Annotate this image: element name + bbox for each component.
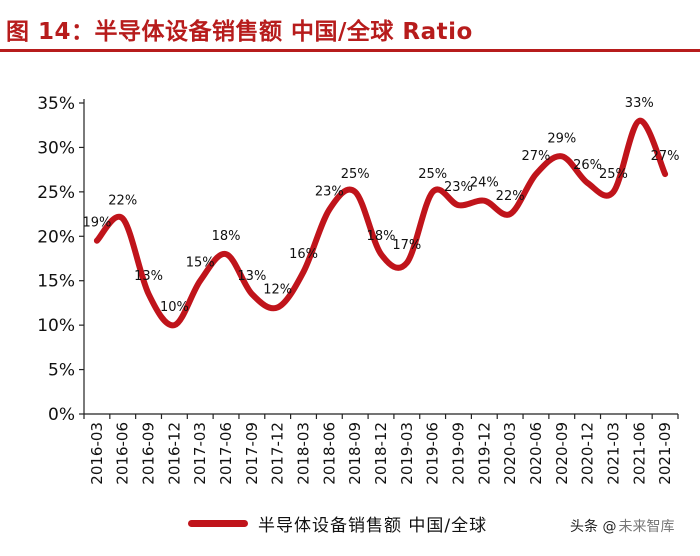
series-line-group xyxy=(93,117,669,329)
series-line xyxy=(93,117,669,329)
x-tick-label: 2016-09 xyxy=(140,422,158,485)
data-label: 12% xyxy=(263,282,292,297)
x-tick-label: 2017-12 xyxy=(269,422,287,485)
data-label: 18% xyxy=(367,229,396,244)
x-tick-label: 2017-06 xyxy=(217,422,235,485)
watermark-prefix: 头条 @ xyxy=(570,519,617,535)
x-tick-label: 2020-09 xyxy=(553,422,571,485)
x-tick-label: 2021-03 xyxy=(604,422,622,485)
x-tick-label: 2016-06 xyxy=(114,422,132,485)
data-label: 18% xyxy=(212,229,241,244)
y-tick-label: 0% xyxy=(48,405,75,425)
data-label: 23% xyxy=(444,180,473,195)
x-tick-label: 2018-06 xyxy=(320,422,338,485)
y-tick-label: 10% xyxy=(37,316,75,336)
data-label: 27% xyxy=(522,149,551,164)
x-tick-label: 2019-06 xyxy=(424,422,442,485)
data-label: 16% xyxy=(289,247,318,262)
y-tick-label: 15% xyxy=(37,272,75,292)
legend-label: 半导体设备销售额 中国/全球 xyxy=(258,515,488,536)
x-tick-label: 2018-09 xyxy=(346,422,364,485)
data-label: 22% xyxy=(108,194,137,209)
x-tick-label: 2017-03 xyxy=(191,422,209,485)
x-tick-label: 2019-09 xyxy=(449,422,467,485)
data-label: 17% xyxy=(392,238,421,253)
x-tick-label: 2018-03 xyxy=(295,422,313,485)
chart-title: 图 14：半导体设备销售额 中国/全球 Ratio xyxy=(6,19,473,45)
x-tick-label: 2020-12 xyxy=(579,422,597,485)
data-label: 13% xyxy=(134,269,163,284)
data-label: 23% xyxy=(315,185,344,200)
data-labels: 19%22%13%10%15%18%13%12%16%23%25%18%17%2… xyxy=(82,96,679,315)
data-label: 22% xyxy=(496,189,525,204)
x-tick-label: 2018-12 xyxy=(372,422,390,485)
x-tick-label: 2019-12 xyxy=(475,422,493,485)
x-tick-label: 2016-12 xyxy=(165,422,183,485)
y-tick-label: 30% xyxy=(37,138,75,158)
x-tick-label: 2021-06 xyxy=(630,422,648,485)
y-tick-label: 25% xyxy=(37,183,75,203)
x-tick-label: 2021-09 xyxy=(656,422,674,485)
data-label: 27% xyxy=(651,149,680,164)
data-label: 33% xyxy=(625,96,654,111)
x-tick-label: 2016-03 xyxy=(88,422,106,485)
watermark-brand: 未来智库 xyxy=(618,519,675,535)
watermark: 头条 @ 未来智库 xyxy=(570,516,674,536)
data-label: 25% xyxy=(599,167,628,182)
data-label: 25% xyxy=(418,167,447,182)
x-tick-label: 2020-06 xyxy=(527,422,545,485)
x-axis: 2016-03 2016-06 2016-09 2016-12 2017-03 2017-… xyxy=(83,413,679,485)
legend-line-swatch xyxy=(188,519,248,527)
data-label: 13% xyxy=(237,269,266,284)
data-label: 10% xyxy=(160,300,189,315)
x-tick-label: 2017-09 xyxy=(243,422,261,485)
data-label: 15% xyxy=(186,256,215,271)
data-label: 26% xyxy=(573,158,602,173)
x-tick-label: 2020-03 xyxy=(501,422,519,485)
y-tick-label: 5% xyxy=(48,361,75,381)
data-label: 25% xyxy=(341,167,370,182)
y-axis: 0% 5% 10% 15% 20% 25% 30% 35% xyxy=(37,94,85,425)
legend: 半导体设备销售额 中国/全球 xyxy=(188,510,487,536)
y-tick-label: 35% xyxy=(37,94,75,114)
data-label: 19% xyxy=(82,216,111,231)
data-label: 24% xyxy=(470,176,499,191)
y-tick-label: 20% xyxy=(37,227,75,247)
title-bar: 图 14：半导体设备销售额 中国/全球 Ratio xyxy=(0,0,700,52)
x-tick-label: 2019-03 xyxy=(398,422,416,485)
data-label: 29% xyxy=(547,131,576,146)
